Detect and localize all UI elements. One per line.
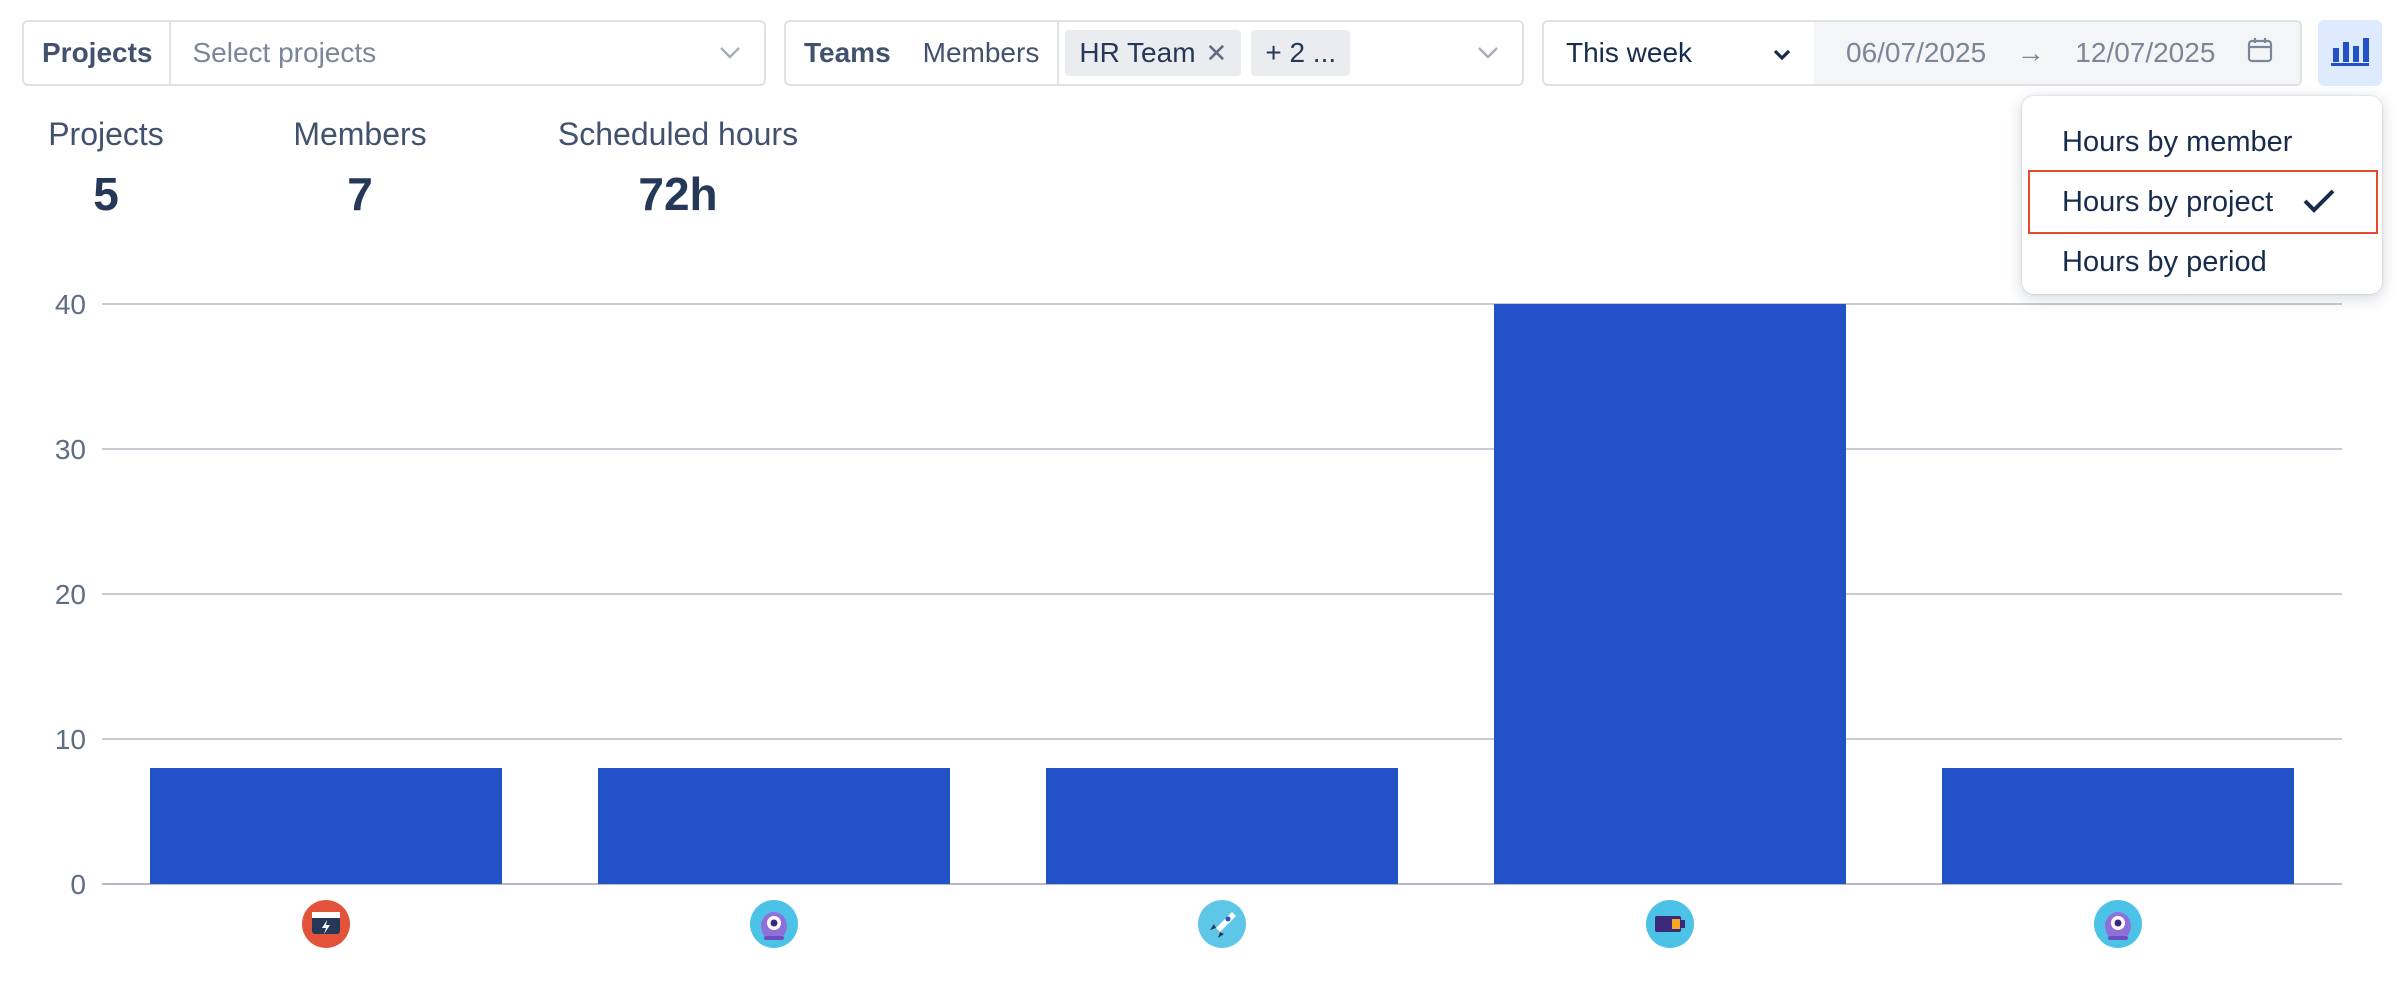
filter-toolbar: Projects Select projects Teams Members H…	[22, 20, 2302, 86]
menu-item-hours-by-period[interactable]: Hours by period	[2022, 234, 2382, 290]
projects-filter-label: Projects	[42, 37, 153, 68]
teams-filter[interactable]: Teams Members HR Team ✕ + 2 ...	[784, 20, 1524, 86]
stat-label: Members	[293, 116, 427, 152]
y-tick-label: 10	[55, 724, 86, 755]
period-select[interactable]: This week	[1544, 22, 1814, 84]
browser-bolt-icon	[302, 900, 350, 948]
members-toggle[interactable]: Members	[922, 37, 1040, 68]
chart-view-button[interactable]	[2318, 20, 2382, 86]
chevron-down-icon	[1772, 37, 1792, 69]
calendar-icon[interactable]	[2246, 36, 2274, 71]
date-from[interactable]: 06/07/2025	[1846, 37, 1987, 68]
bar	[1942, 768, 2294, 884]
stat-value: 7	[347, 168, 373, 220]
stat-label: Scheduled hours	[557, 116, 799, 152]
team-chip-hr[interactable]: HR Team ✕	[1065, 30, 1242, 76]
menu-item-label: Hours by project	[2062, 185, 2274, 218]
y-tick-label: 30	[55, 434, 86, 465]
arrow-right-icon: →	[2016, 37, 2045, 68]
divider	[1057, 22, 1060, 84]
team-chip-label: HR Team	[1079, 37, 1196, 68]
stat-label: Projects	[48, 116, 164, 152]
bar	[150, 768, 502, 884]
menu-item-hours-by-member[interactable]: Hours by member	[2022, 114, 2382, 170]
divider	[168, 22, 171, 84]
date-filter: This week 06/07/2025 → 12/07/2025	[1542, 20, 2302, 86]
date-to[interactable]: 12/07/2025	[2075, 37, 2216, 68]
bar	[1046, 768, 1398, 884]
chevron-down-icon[interactable]	[710, 22, 750, 84]
stat-projects: Projects 5	[44, 116, 168, 221]
robot-icon	[2094, 900, 2142, 948]
stat-value: 72h	[638, 168, 718, 220]
projects-select-placeholder[interactable]: Select projects	[192, 37, 377, 68]
close-icon[interactable]: ✕	[1205, 37, 1228, 68]
menu-item-label: Hours by period	[2062, 245, 2267, 278]
y-tick-label: 40	[55, 289, 86, 320]
chart-type-menu: Hours by member Hours by project Hours b…	[2022, 96, 2382, 294]
bar	[598, 768, 950, 884]
robot-icon	[750, 900, 798, 948]
rocket-icon	[1198, 900, 1246, 948]
stat-value: 5	[93, 168, 119, 220]
date-range-picker[interactable]: 06/07/2025 → 12/07/2025	[1814, 22, 2300, 84]
more-teams-chip[interactable]: + 2 ...	[1251, 30, 1351, 76]
period-select-value: This week	[1566, 37, 1693, 68]
menu-item-label: Hours by member	[2062, 125, 2293, 158]
stat-scheduled-hours: Scheduled hours 72h	[556, 116, 800, 221]
chevron-down-icon[interactable]	[1468, 22, 1508, 84]
bar	[1494, 304, 1846, 884]
menu-item-hours-by-project[interactable]: Hours by project	[2028, 170, 2378, 234]
projects-filter[interactable]: Projects Select projects	[22, 20, 766, 86]
selected-teams: HR Team ✕ + 2 ...	[1059, 30, 1468, 76]
y-tick-label: 20	[55, 579, 86, 610]
bar-chart-icon	[2330, 34, 2370, 73]
teams-toggle[interactable]: Teams	[804, 37, 891, 68]
battery-icon	[1646, 900, 1694, 948]
y-tick-label: 0	[70, 869, 86, 900]
checkmark-icon	[2302, 188, 2336, 222]
stat-members: Members 7	[290, 116, 430, 221]
